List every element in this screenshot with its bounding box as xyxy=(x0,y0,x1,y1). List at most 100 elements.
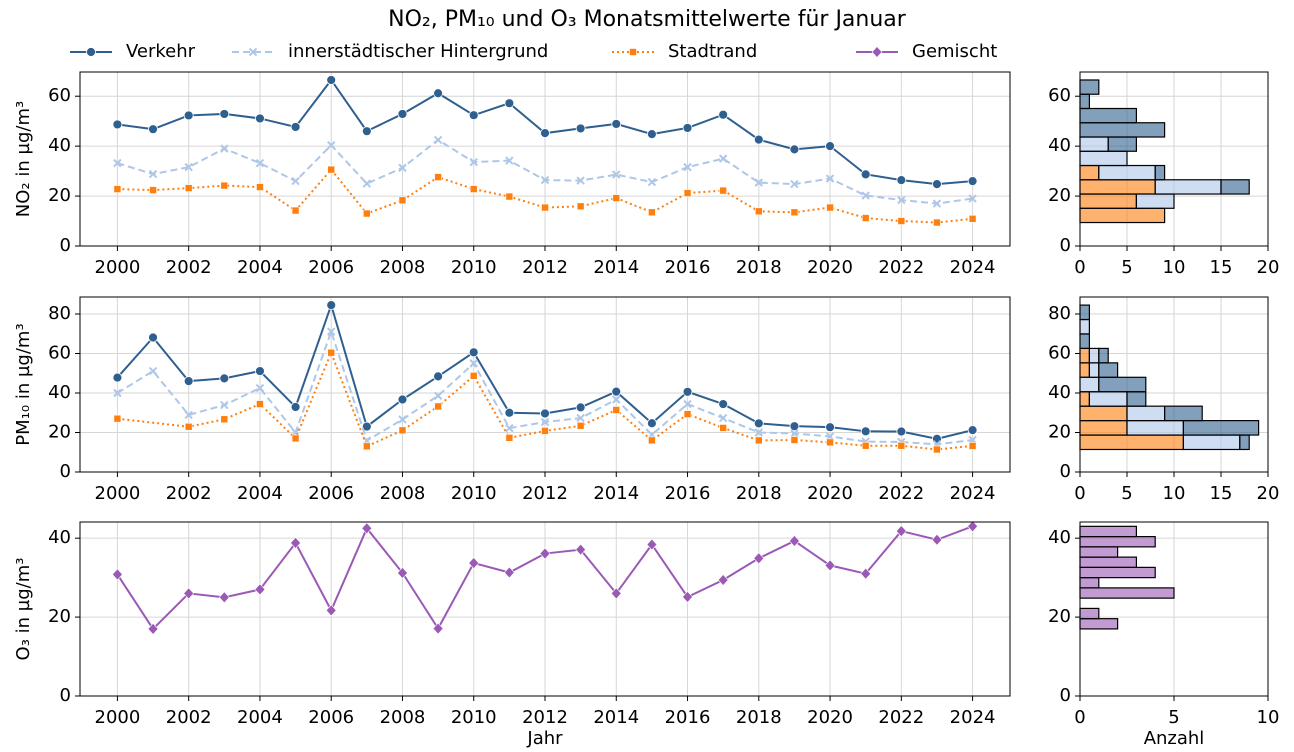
marker xyxy=(897,441,906,450)
marker xyxy=(112,372,123,383)
marker xyxy=(612,395,621,404)
marker xyxy=(361,421,372,432)
marker xyxy=(540,175,550,185)
marker xyxy=(824,559,836,572)
marker xyxy=(290,402,301,412)
x-tick-label: 2000 xyxy=(95,483,141,504)
x-tick-label: 2022 xyxy=(878,707,924,728)
marker xyxy=(647,177,657,187)
histogram-bar xyxy=(1079,546,1119,558)
marker xyxy=(433,371,444,382)
x-tick-label: 2012 xyxy=(522,483,568,504)
marker xyxy=(184,162,193,172)
marker xyxy=(363,209,371,218)
marker xyxy=(362,179,372,188)
marker xyxy=(469,185,478,193)
marker xyxy=(612,194,621,202)
marker xyxy=(754,178,764,187)
histogram-bar xyxy=(1079,577,1100,589)
legend-label: Verkehr xyxy=(126,41,196,62)
marker xyxy=(184,422,193,431)
x-tick-label: 2020 xyxy=(807,257,853,278)
marker xyxy=(505,192,514,201)
x-tick-label: 2004 xyxy=(237,483,283,504)
marker xyxy=(254,583,266,596)
histogram-bar xyxy=(1079,434,1185,451)
marker xyxy=(575,543,587,556)
axes-frame xyxy=(1079,521,1269,697)
marker xyxy=(932,179,942,189)
marker xyxy=(648,436,656,445)
marker xyxy=(469,157,478,167)
marker xyxy=(790,436,799,444)
x-tick-label: 2024 xyxy=(950,483,996,504)
marker xyxy=(219,373,230,384)
marker xyxy=(932,199,942,208)
x-tick-label: 2022 xyxy=(878,483,924,504)
y-axis-label: PM₁₀ in µg/m³ xyxy=(13,323,34,445)
y-tick-label: 0 xyxy=(1060,235,1071,256)
marker xyxy=(148,332,158,343)
marker xyxy=(575,123,586,134)
marker xyxy=(147,622,159,635)
marker xyxy=(646,418,657,429)
marker xyxy=(897,195,906,205)
x-tick-label: 15 xyxy=(1210,483,1233,504)
marker xyxy=(683,410,692,418)
x-tick-label: 2010 xyxy=(451,257,497,278)
marker xyxy=(860,426,871,437)
x-tick-label: 2002 xyxy=(166,707,212,728)
marker xyxy=(148,169,158,179)
marker xyxy=(790,208,799,217)
histogram-bar xyxy=(1079,587,1175,599)
histogram-bar xyxy=(1098,347,1109,364)
x-tick-label: 10 xyxy=(1257,707,1280,728)
marker xyxy=(183,587,195,600)
marker xyxy=(326,140,336,150)
x-tick-label: 2014 xyxy=(593,707,639,728)
histogram-bar xyxy=(1079,193,1138,209)
marker xyxy=(325,604,337,617)
histogram-bar xyxy=(1079,362,1090,378)
histogram-bar xyxy=(1126,405,1166,422)
marker xyxy=(218,591,230,604)
histogram-bar xyxy=(1107,136,1137,152)
marker xyxy=(220,144,229,153)
histogram-bar xyxy=(1079,207,1166,224)
marker xyxy=(576,421,585,430)
histogram-bar xyxy=(1182,434,1241,451)
marker xyxy=(149,186,157,194)
legend-label: Stadtrand xyxy=(668,41,757,62)
marker xyxy=(718,109,729,120)
marker xyxy=(184,184,193,192)
histogram-bar xyxy=(1182,420,1260,436)
marker xyxy=(505,434,514,442)
y-tick-label: 0 xyxy=(1060,461,1071,482)
marker xyxy=(112,119,123,130)
marker xyxy=(255,113,265,124)
marker xyxy=(540,128,550,139)
histogram-bar xyxy=(1135,193,1175,209)
x-tick-label: 2006 xyxy=(308,707,354,728)
marker xyxy=(683,189,692,197)
marker xyxy=(825,422,835,433)
marker xyxy=(363,442,371,451)
marker xyxy=(432,622,444,635)
marker xyxy=(612,170,621,179)
marker xyxy=(825,141,835,152)
x-tick-label: 2016 xyxy=(665,707,711,728)
marker xyxy=(789,421,800,432)
marker xyxy=(682,386,693,397)
marker xyxy=(753,418,764,429)
marker xyxy=(148,366,158,376)
marker xyxy=(826,203,834,212)
y-tick-label: 20 xyxy=(48,421,71,442)
marker xyxy=(718,154,728,163)
x-tick-label: 2004 xyxy=(237,257,283,278)
marker xyxy=(540,408,550,419)
marker xyxy=(682,123,693,133)
marker xyxy=(398,426,407,435)
histogram-bar xyxy=(1126,391,1147,407)
x-tick-label: 2000 xyxy=(95,257,141,278)
marker xyxy=(361,126,372,137)
